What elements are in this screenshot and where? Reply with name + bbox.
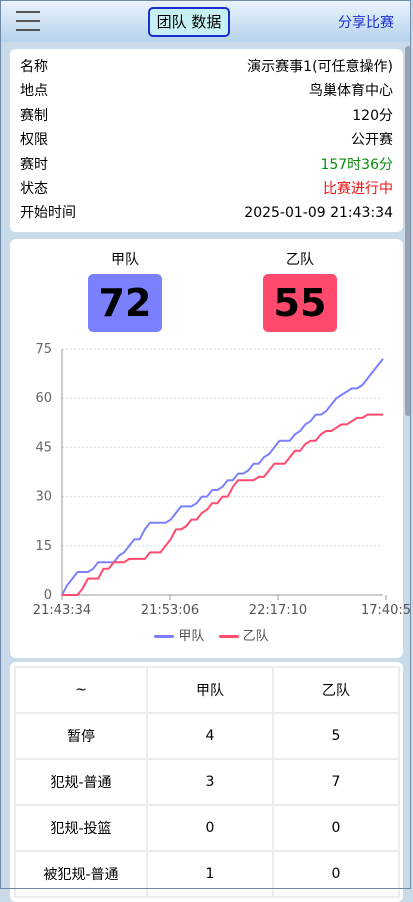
info-row: 地点 鸟巢体育中心: [20, 79, 393, 103]
legend-label[interactable]: 乙队: [242, 629, 269, 644]
table-cell: 0: [272, 804, 400, 852]
info-label: 名称: [20, 59, 48, 75]
info-value: 120分: [352, 107, 393, 124]
share-match-link[interactable]: 分享比赛: [338, 15, 394, 31]
y-tick-label: 75: [35, 342, 52, 357]
series-line-team-b: [62, 413, 383, 596]
team-a: 甲队 72: [85, 249, 165, 332]
table-cell: 0: [272, 850, 400, 898]
stats-table: ~ 甲队 乙队 暂停 4 5 犯规-普通 3 7 犯规-投篮 0 0 被犯规-普…: [14, 666, 400, 898]
table-row: 犯规-投篮 0 0: [14, 804, 400, 852]
info-value: 公开赛: [351, 132, 393, 149]
table-cell: 犯规-普通: [14, 758, 148, 806]
table-cell: 4: [146, 712, 274, 760]
table-cell: 1: [146, 850, 274, 898]
table-cell: 3: [146, 758, 274, 806]
team-b-score: 55: [263, 274, 337, 332]
table-cell: 0: [146, 804, 274, 852]
y-tick-label: 30: [35, 490, 52, 505]
info-label: 赛制: [20, 107, 48, 124]
menu-icon[interactable]: [16, 10, 40, 32]
info-row: 状态 比赛进行中: [20, 177, 393, 201]
team-data-button[interactable]: 团队 数据: [148, 7, 230, 37]
series-line-team-a: [61, 358, 384, 596]
table-cell: 犯规-投篮: [14, 804, 148, 852]
info-row: 赛制 120分: [20, 104, 393, 128]
info-value: 157时36分: [320, 156, 393, 173]
table-cell: 7: [272, 758, 400, 806]
table-cell: 5: [272, 712, 400, 760]
info-value: 演示赛事1(可任意操作): [247, 59, 393, 75]
table-header: ~: [14, 666, 148, 714]
info-label: 权限: [20, 132, 48, 149]
team-b-name: 乙队: [286, 252, 314, 268]
info-label: 地点: [20, 83, 48, 100]
y-tick-label: 15: [35, 539, 52, 554]
info-row: 赛时 157时36分: [20, 153, 393, 177]
vertical-scrollbar[interactable]: [405, 46, 411, 416]
info-value: 鸟巢体育中心: [309, 83, 393, 100]
info-row: 权限 公开赛: [20, 128, 393, 152]
info-label: 开始时间: [20, 205, 76, 222]
table-header: 甲队: [146, 666, 274, 714]
table-cell: 被犯规-普通: [14, 850, 148, 898]
team-a-name: 甲队: [111, 252, 139, 268]
table-cell: 暂停: [14, 712, 148, 760]
score-line-chart: 0 15 30 45 60 75 21:43:34 21:53:06 22:17:10 17:40…: [33, 342, 411, 618]
info-row: 名称 演示赛事1(可任意操作): [20, 55, 393, 79]
table-row: 被犯规-普通 1 0: [14, 850, 400, 898]
x-tick-label: 17:40:5: [361, 603, 411, 618]
match-info-card: 名称 演示赛事1(可任意操作) 地点 鸟巢体育中心 赛制 120分 权限 公开赛 赛时 1…: [10, 49, 403, 232]
score-chart-card: 甲队 72 乙队 55 0 15 30 45 60 75 21:43:34 21:53:06 2…: [10, 239, 411, 658]
x-tick-label: 21:53:06: [141, 603, 199, 618]
x-tick-label: 21:43:34: [33, 603, 91, 618]
legend-swatch: [218, 635, 239, 638]
y-tick-label: 60: [35, 391, 52, 406]
legend-label[interactable]: 甲队: [178, 629, 205, 644]
x-tick-label: 22:17:10: [249, 603, 307, 618]
team-a-score: 72: [88, 274, 162, 332]
table-row: 犯规-普通 3 7: [14, 758, 400, 806]
info-value: 比赛进行中: [323, 180, 393, 197]
info-row: 开始时间 2025-01-09 21:43:34: [20, 201, 393, 225]
stats-table-card: ~ 甲队 乙队 暂停 4 5 犯规-普通 3 7 犯规-投篮 0 0 被犯规-普…: [10, 662, 403, 902]
table-row: 暂停 4 5: [14, 712, 400, 760]
team-b: 乙队 55: [260, 249, 340, 332]
y-tick-label: 45: [35, 440, 52, 455]
table-header: 乙队: [272, 666, 400, 714]
chart-legend: 甲队 乙队: [10, 625, 403, 644]
top-bar: 团队 数据 分享比赛: [1, 1, 410, 42]
info-value: 2025-01-09 21:43:34: [244, 205, 393, 222]
table-header-row: ~ 甲队 乙队: [14, 666, 400, 714]
y-tick-label: 0: [44, 588, 52, 603]
legend-swatch: [154, 635, 175, 638]
info-label: 赛时: [20, 156, 48, 173]
info-label: 状态: [20, 180, 48, 197]
